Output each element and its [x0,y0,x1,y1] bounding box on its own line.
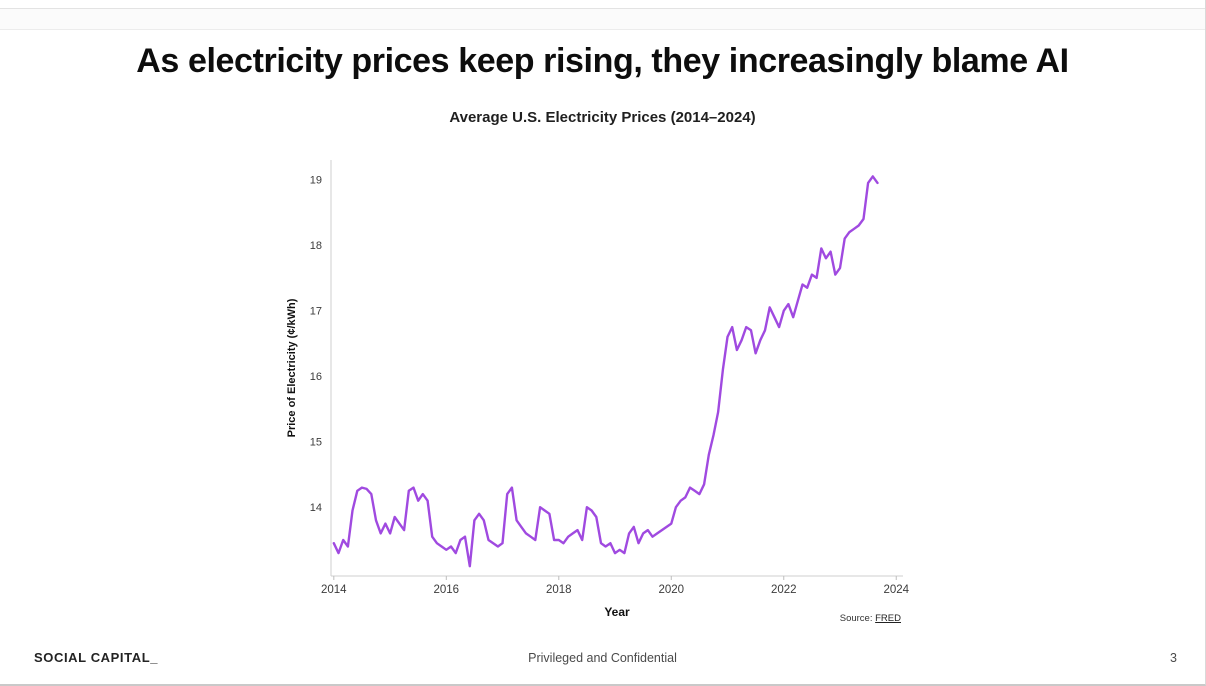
top-divider-band [0,8,1205,30]
y-tick-label: 18 [310,240,322,252]
y-axis-title: Price of Electricity (¢/kWh) [286,298,298,437]
price-series-line [332,175,879,568]
brand-logo: SOCIAL CAPITAL_ [34,650,159,665]
x-tick-label: 2016 [434,584,460,596]
x-axis-title: Year [604,605,630,619]
slide-footer: SOCIAL CAPITAL_ Privileged and Confident… [0,648,1205,668]
y-tick-label: 19 [310,175,322,187]
source-label: Source: [839,613,873,624]
confidentiality-label: Privileged and Confidential [528,651,677,665]
price-line-chart: 2014 2016 2018 2020 2022 2024 14 15 16 17 18 19 Year… [286,160,910,619]
chart-figure: 2014 2016 2018 2020 2022 2024 14 15 16 17 18 19 Year… [283,146,923,622]
source-line: Source: FRED [283,613,901,624]
y-tick-label: 17 [310,306,322,318]
source-link-fred[interactable]: FRED [875,613,901,624]
chart-title: Average U.S. Electricity Prices (2014–20… [449,109,756,126]
x-tick-label: 2014 [321,584,347,596]
page-number: 3 [1170,651,1177,665]
x-tick-label: 2024 [883,584,909,596]
x-tick-label: 2022 [771,584,797,596]
x-tick-label: 2018 [546,584,572,596]
y-tick-label: 15 [310,437,322,449]
x-tick-label: 2020 [658,584,684,596]
y-tick-label: 16 [310,371,322,383]
slide-headline: As electricity prices keep rising, they … [136,42,1069,80]
y-tick-label: 14 [310,502,322,514]
